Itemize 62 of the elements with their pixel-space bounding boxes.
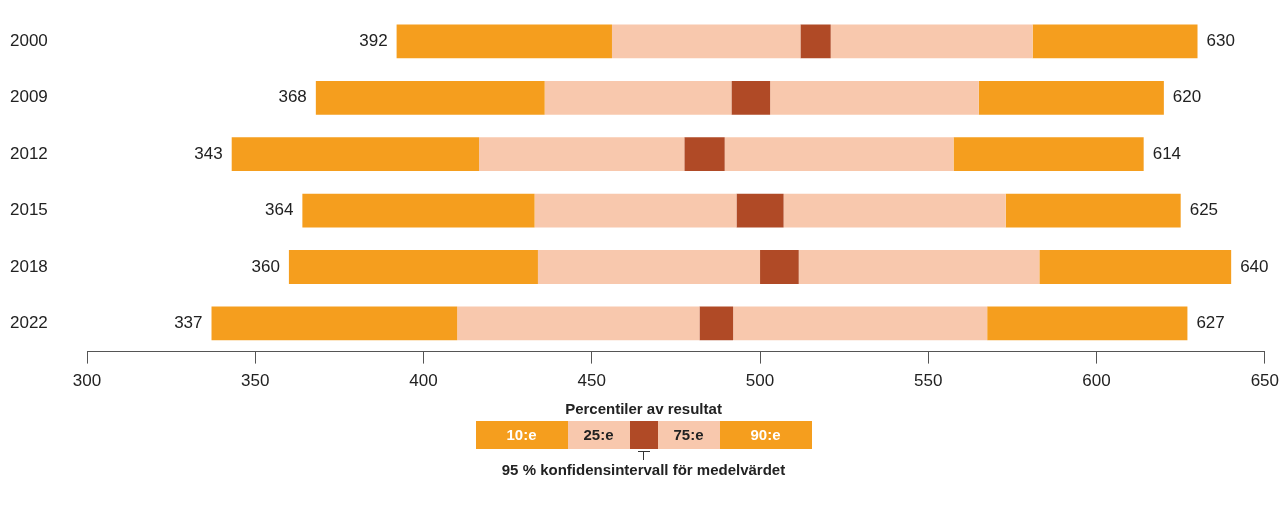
annotation: 630 [1206, 31, 1235, 51]
bar [544, 80, 732, 115]
bar [1039, 250, 1232, 284]
bar [231, 137, 480, 172]
text: 10:e [475, 421, 568, 449]
bar [760, 250, 799, 284]
bar [457, 306, 700, 341]
annotation: 392 [359, 31, 388, 51]
text: 25:e [567, 421, 630, 449]
y-tick-label: 2012 [10, 143, 48, 163]
bar [800, 24, 831, 59]
bar [978, 80, 1164, 115]
bar [396, 24, 612, 59]
bar [1032, 24, 1198, 59]
x-tick-label: 350 [241, 371, 270, 391]
x-tick-label: 300 [72, 371, 102, 391]
bar [953, 137, 1144, 172]
legend-title: Percentiler av resultat [564, 400, 723, 417]
bar [830, 24, 1033, 59]
annotation: 620 [1172, 87, 1202, 107]
y-tick-label: 2009 [10, 87, 48, 107]
y-tick-label: 2022 [10, 313, 48, 333]
y-tick-label: 2018 [10, 256, 48, 276]
bar [1005, 193, 1181, 228]
x-tick-label: 600 [1082, 371, 1111, 391]
bar [534, 193, 737, 228]
x-tick-label: 400 [409, 371, 438, 391]
x-tick-label: 650 [1250, 371, 1280, 391]
bar [736, 193, 784, 228]
x-tick-label: 550 [914, 371, 943, 391]
annotation: 627 [1196, 313, 1225, 333]
bar [537, 250, 761, 284]
bar [611, 24, 801, 59]
annotation: 343 [194, 143, 223, 163]
y-tick-label: 2015 [10, 200, 48, 220]
bar [798, 250, 1040, 284]
bar [288, 250, 538, 284]
bar [783, 193, 1006, 228]
text: 75:e [657, 421, 720, 449]
x-tick-label: 450 [577, 371, 606, 391]
annotation: 364 [265, 200, 294, 220]
bar [302, 193, 535, 228]
bar [731, 80, 771, 115]
annotation: 337 [174, 313, 203, 333]
annotation: 640 [1240, 256, 1269, 276]
bar [699, 306, 734, 341]
bar [684, 137, 725, 172]
bar [479, 137, 685, 172]
y-tick-label: 2000 [10, 31, 48, 51]
text: 90:e [719, 421, 812, 449]
annotation: 625 [1189, 200, 1219, 220]
x-tick-label: 500 [745, 371, 775, 391]
bar [987, 306, 1188, 341]
bar [733, 306, 988, 341]
bar [211, 306, 458, 341]
bar [315, 80, 545, 115]
bar [724, 137, 954, 172]
text: 95 % konfidensintervall för medelvärdet [500, 461, 787, 478]
annotation: 368 [278, 87, 307, 107]
bar [770, 80, 979, 115]
annotation: 360 [251, 256, 280, 276]
annotation: 614 [1152, 143, 1182, 163]
